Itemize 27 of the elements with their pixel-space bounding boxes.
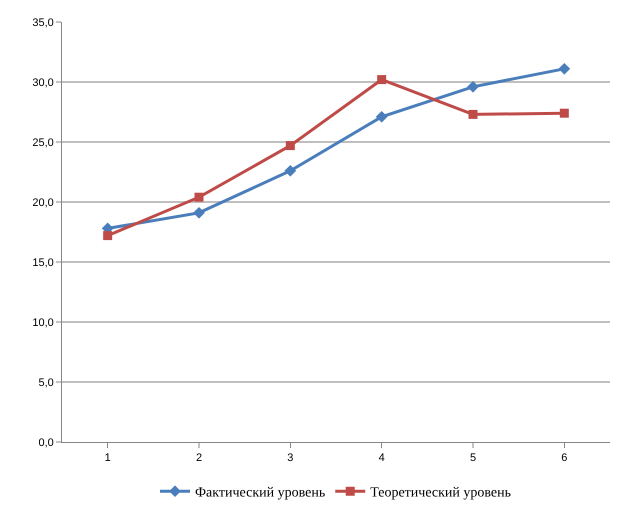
y-tick-label: 20,0 bbox=[32, 196, 54, 209]
point bbox=[284, 164, 296, 177]
point bbox=[468, 110, 478, 119]
y-tick-label: 30,0 bbox=[32, 76, 54, 89]
legend-label: Теоретический уровень bbox=[370, 486, 512, 501]
y-tick-label: 5,0 bbox=[38, 376, 54, 389]
x-tick-label: 1 bbox=[104, 452, 111, 464]
y-tick-label: 25,0 bbox=[32, 136, 54, 149]
y-tick-label: 10,0 bbox=[32, 316, 54, 329]
point bbox=[103, 231, 112, 240]
point bbox=[376, 110, 388, 123]
legend-label: Фактический уровень bbox=[195, 486, 326, 501]
point bbox=[558, 62, 570, 75]
point bbox=[194, 192, 204, 202]
x-tick-label: 6 bbox=[561, 452, 568, 464]
x-tick-label: 5 bbox=[470, 452, 476, 464]
point bbox=[467, 80, 479, 93]
x-tick-label: 2 bbox=[196, 452, 202, 464]
point bbox=[193, 206, 205, 219]
y-tick-label: 35,0 bbox=[32, 16, 54, 29]
y-tick-label: 0,0 bbox=[38, 436, 54, 449]
x-tick-label: 4 bbox=[378, 452, 385, 464]
point bbox=[377, 75, 386, 84]
x-tick-label: 3 bbox=[287, 452, 294, 464]
point bbox=[286, 141, 295, 150]
point bbox=[560, 108, 569, 118]
y-tick-label: 15,0 bbox=[32, 256, 54, 269]
